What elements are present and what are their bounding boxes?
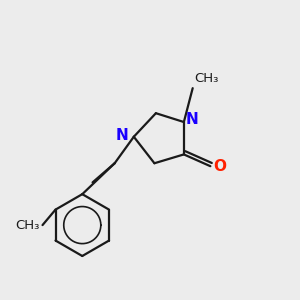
Text: N: N <box>185 112 198 127</box>
Text: CH₃: CH₃ <box>194 72 218 85</box>
Text: N: N <box>116 128 128 143</box>
Text: CH₃: CH₃ <box>15 219 40 232</box>
Text: O: O <box>213 159 226 174</box>
